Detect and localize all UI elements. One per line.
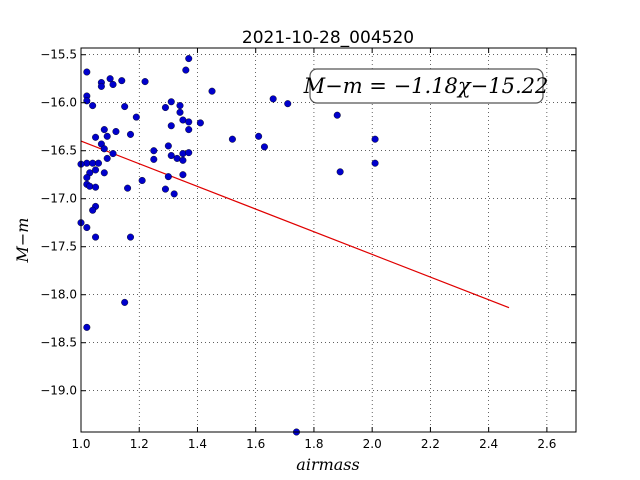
y-tick-label: −16.0 — [40, 96, 77, 110]
data-point — [150, 147, 158, 155]
data-point — [92, 133, 100, 141]
data-point — [118, 77, 126, 85]
data-point — [106, 75, 114, 83]
data-point — [260, 143, 268, 151]
y-tick-label: −16.5 — [40, 144, 77, 158]
data-point — [179, 156, 187, 164]
data-point — [179, 116, 187, 124]
data-point — [167, 152, 175, 160]
data-point — [161, 185, 169, 193]
data-point — [89, 206, 97, 214]
data-point — [150, 155, 158, 163]
data-point — [185, 55, 193, 63]
x-tick-label: 1.6 — [246, 437, 265, 451]
x-tick-label: 1.8 — [304, 437, 323, 451]
data-point — [208, 87, 216, 95]
data-point — [109, 80, 117, 88]
grid — [81, 48, 576, 432]
y-tick-label: −19.0 — [40, 384, 77, 398]
data-point — [333, 111, 341, 119]
data-point — [92, 166, 100, 174]
plot-frame — [80, 47, 577, 433]
data-point — [109, 150, 117, 158]
y-tick-label: −17.0 — [40, 192, 77, 206]
point-layer — [77, 55, 379, 436]
data-point — [94, 159, 102, 167]
data-point — [92, 183, 100, 191]
x-tick-label: 2.0 — [363, 437, 382, 451]
data-point — [89, 102, 97, 110]
data-point — [161, 104, 169, 112]
data-point — [170, 190, 178, 198]
data-point — [100, 126, 108, 134]
x-tick-label: 1.2 — [130, 437, 149, 451]
x-tick-label: 1.4 — [188, 437, 207, 451]
y-tick-label: −15.5 — [40, 48, 77, 62]
data-point — [103, 132, 111, 140]
data-point — [176, 102, 184, 110]
data-point — [126, 233, 134, 241]
data-point — [83, 224, 91, 232]
data-point — [164, 173, 172, 181]
data-point — [228, 135, 236, 143]
data-point — [182, 66, 190, 74]
data-point — [100, 169, 108, 177]
data-point — [121, 103, 129, 111]
data-point — [185, 118, 193, 126]
data-point — [132, 113, 140, 121]
data-point — [164, 142, 172, 150]
data-point — [83, 323, 91, 331]
data-point — [196, 119, 204, 127]
y-axis-label: M−m — [13, 218, 32, 264]
data-point — [284, 100, 292, 108]
annotation-box: M−m = −1.18χ−15.22 — [303, 68, 549, 104]
data-point — [179, 171, 187, 179]
data-point — [86, 182, 94, 190]
fit-layer — [80, 140, 510, 309]
data-point — [269, 95, 277, 103]
x-tick-label: 1.0 — [71, 437, 90, 451]
data-point — [167, 98, 175, 106]
tick-layer: 1.0 1.2 1.4 1.6 1.8 2.0 2.2 2.4 2.6 −15.5 −16.0 −16… — [40, 48, 576, 451]
data-point — [167, 122, 175, 130]
y-tick-label: −18.0 — [40, 288, 77, 302]
fit-equation: M−m = −1.18χ−15.22 — [303, 74, 549, 98]
data-point — [97, 82, 105, 90]
data-point — [83, 68, 91, 76]
fit-line — [80, 140, 510, 309]
data-point — [185, 126, 193, 134]
y-tick-label: −18.5 — [40, 336, 77, 350]
x-tick-label: 2.4 — [479, 437, 498, 451]
x-tick-label: 2.6 — [537, 437, 556, 451]
data-point — [176, 108, 184, 116]
data-point — [103, 154, 111, 162]
data-point — [179, 150, 187, 158]
data-point — [83, 159, 91, 167]
data-point — [112, 128, 120, 136]
x-tick-label: 2.2 — [421, 437, 440, 451]
x-axis-label: airmass — [296, 455, 359, 474]
data-point — [185, 149, 193, 157]
y-tick-label: −17.5 — [40, 240, 77, 254]
data-point — [141, 78, 149, 86]
data-point — [173, 154, 181, 162]
data-point — [83, 174, 91, 182]
data-point — [371, 159, 379, 167]
data-point — [121, 298, 129, 306]
chart-title: 2021-10-28_004520 — [242, 28, 414, 48]
data-point — [126, 130, 134, 138]
data-point — [89, 159, 97, 167]
data-point — [255, 132, 263, 140]
data-point — [336, 168, 344, 176]
data-point — [92, 233, 100, 241]
data-point — [138, 176, 146, 184]
data-point — [124, 184, 132, 192]
data-point — [371, 135, 379, 143]
data-point — [100, 145, 108, 153]
